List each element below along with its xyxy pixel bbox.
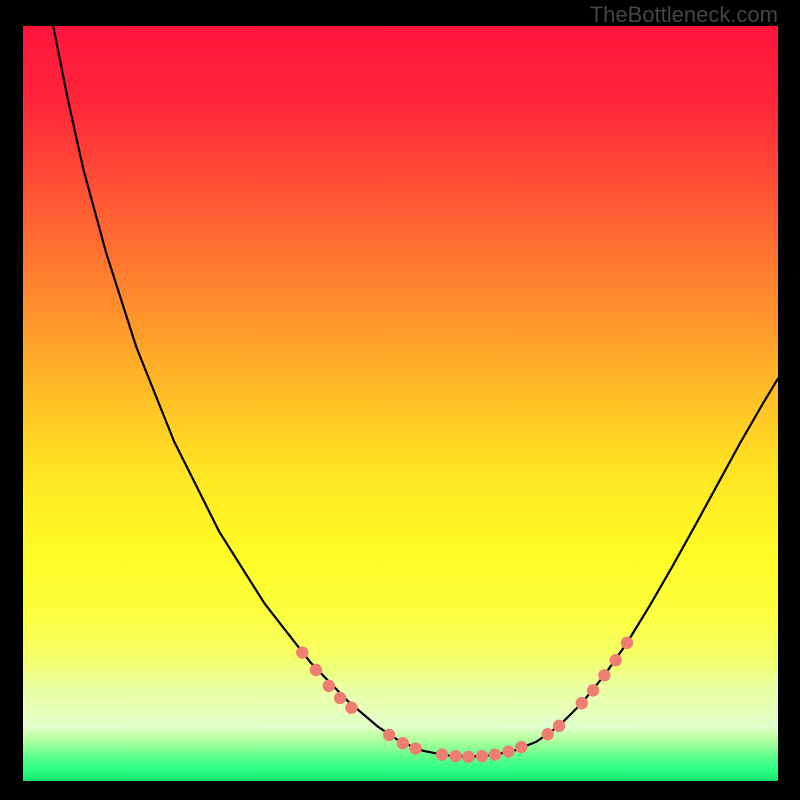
marker-dot — [542, 728, 554, 740]
marker-dot — [436, 748, 448, 760]
marker-dot — [449, 750, 461, 762]
marker-dot — [609, 654, 621, 666]
marker-dot — [502, 745, 514, 757]
marker-dot — [310, 664, 322, 676]
marker-dot — [553, 720, 565, 732]
marker-dot — [462, 751, 474, 763]
marker-dot — [345, 702, 357, 714]
marker-dot — [296, 646, 308, 658]
watermark-text: TheBottleneck.com — [590, 2, 778, 28]
bottleneck-chart: TheBottleneck.com — [0, 0, 800, 800]
marker-dot — [397, 737, 409, 749]
marker-dot — [334, 692, 346, 704]
plot-area — [23, 26, 778, 781]
marker-dot — [598, 669, 610, 681]
marker-dot — [383, 729, 395, 741]
marker-dot — [587, 684, 599, 696]
curve-layer — [23, 26, 778, 781]
marker-dot — [409, 742, 421, 754]
marker-dot — [621, 637, 633, 649]
marker-dot — [576, 697, 588, 709]
marker-dot — [323, 680, 335, 692]
marker-dot — [515, 741, 527, 753]
marker-dot — [489, 748, 501, 760]
marker-dot — [476, 750, 488, 762]
bottleneck-curve — [53, 26, 778, 757]
